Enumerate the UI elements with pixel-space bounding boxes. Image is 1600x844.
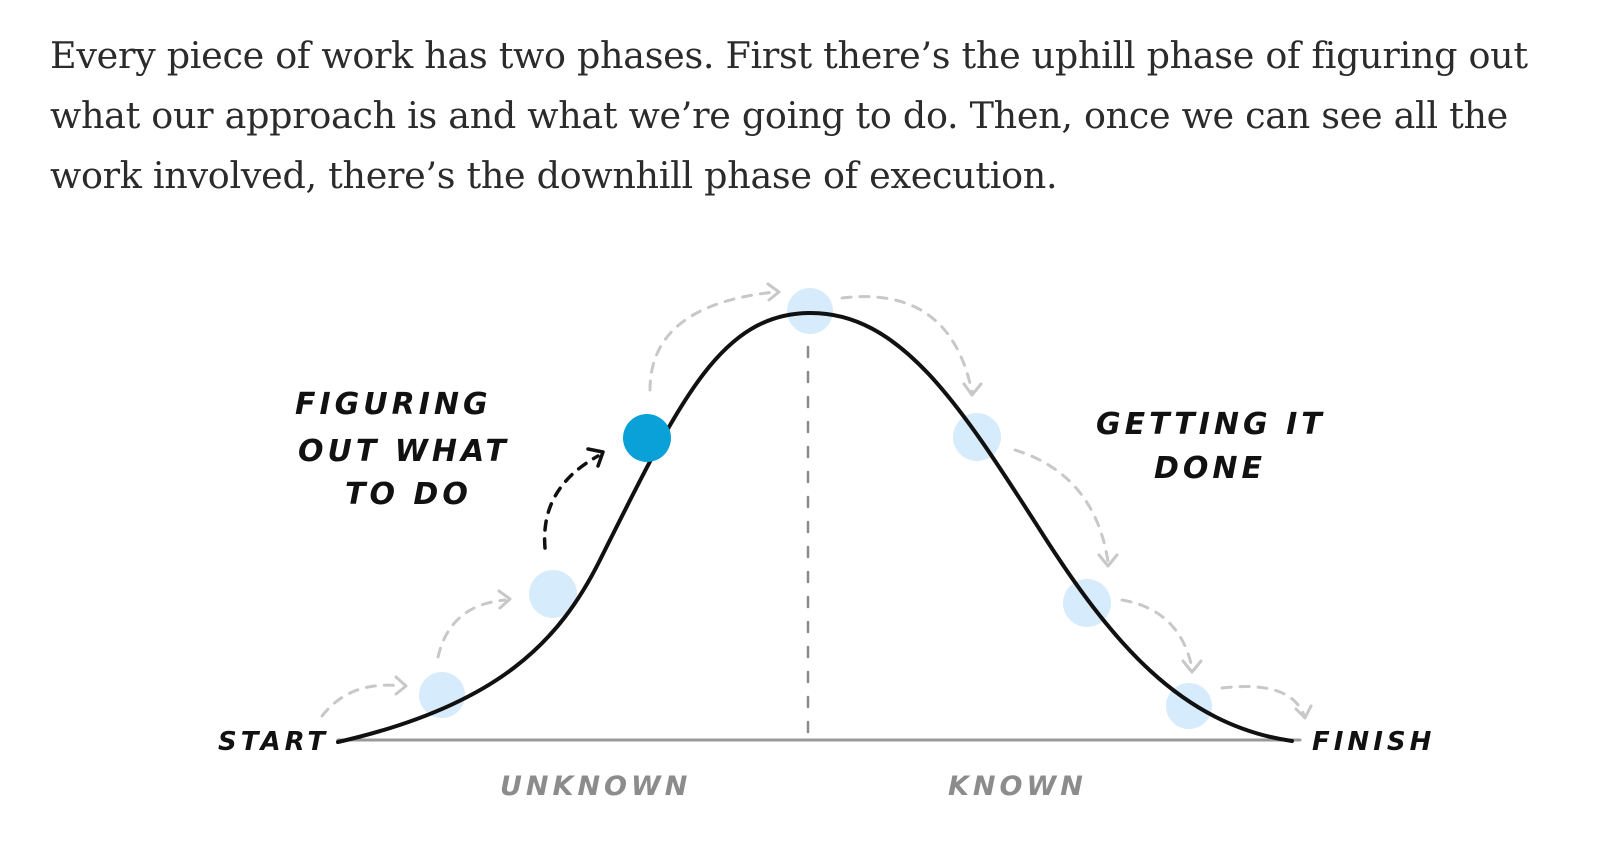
- arrowhead: [497, 589, 512, 610]
- active-progress-dot: [623, 414, 671, 462]
- ghost-dot: [419, 672, 465, 718]
- ghost-dot: [529, 570, 577, 618]
- progress-arrow: [1120, 598, 1194, 670]
- arrowhead: [1097, 553, 1119, 568]
- arrowhead: [962, 382, 983, 397]
- known-label: KNOWN: [948, 771, 1087, 802]
- downhill-caption-line: DONE: [1154, 451, 1266, 486]
- hill-curve: [336, 310, 1294, 744]
- downhill-caption-line: GETTING IT: [1096, 407, 1326, 442]
- arrowhead: [1294, 704, 1313, 720]
- arrowhead: [1181, 659, 1203, 674]
- unknown-label: UNKNOWN: [500, 771, 691, 802]
- progress-arrows: [320, 290, 1306, 718]
- uphill-arrowhead: [586, 447, 605, 468]
- downhill-caption: GETTING IT DONE: [1096, 407, 1326, 486]
- progress-arrow: [1013, 448, 1110, 564]
- uphill-caption-line: FIGURING: [295, 387, 492, 422]
- progress-arrow: [840, 295, 974, 394]
- progress-arrowheads: [394, 282, 1313, 720]
- finish-label: FINISH: [1312, 727, 1435, 757]
- hill-chart-illustration: START FINISH UNKNOWN KNOWN FIGURING OUT …: [218, 282, 1435, 802]
- arrowhead: [394, 675, 408, 696]
- start-label: START: [218, 727, 329, 757]
- progress-arrow: [320, 683, 404, 718]
- arrowhead: [766, 282, 781, 302]
- uphill-caption-line: OUT WHAT: [298, 434, 510, 469]
- progress-arrow: [1220, 685, 1306, 717]
- ghost-dots: [419, 288, 1212, 729]
- intro-paragraph: Every piece of work has two phases. Firs…: [50, 34, 1528, 197]
- progress-arrow: [436, 598, 507, 659]
- uphill-caption: FIGURING OUT WHAT TO DO: [295, 387, 510, 512]
- uphill-caption-line: TO DO: [345, 477, 472, 512]
- uphill-dashed-arrow: [542, 454, 600, 550]
- progress-arrow: [648, 290, 777, 392]
